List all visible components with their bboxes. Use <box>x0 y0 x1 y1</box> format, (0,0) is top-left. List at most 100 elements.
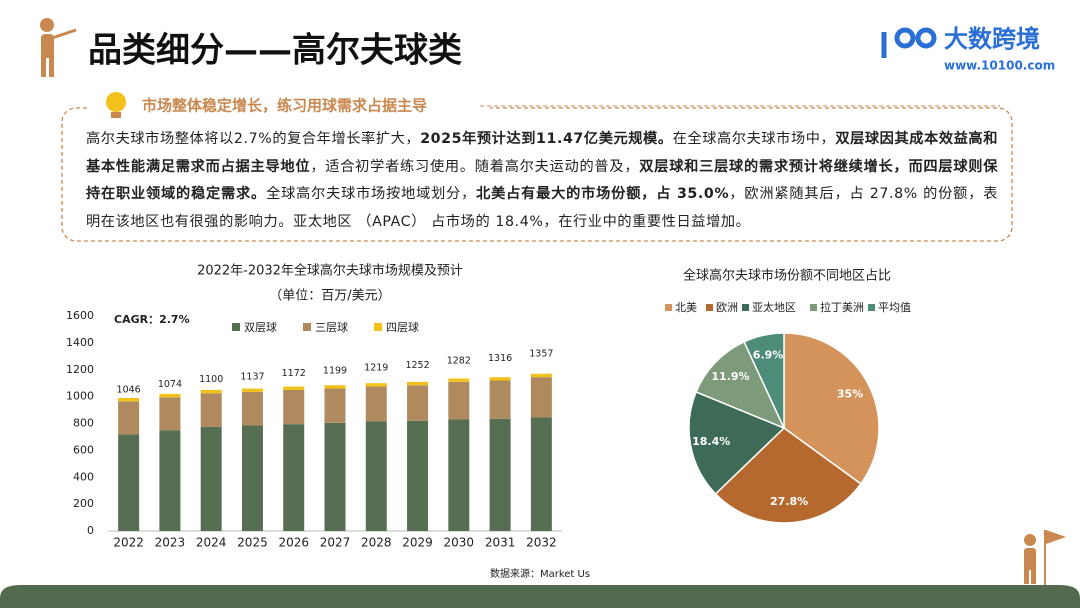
legend-swatch <box>374 323 382 331</box>
bar-segment <box>159 397 181 431</box>
x-tick-label: 2032 <box>526 536 557 550</box>
bar-segment <box>448 381 470 420</box>
bar-segment <box>118 434 140 531</box>
y-tick-label: 1600 <box>66 309 94 322</box>
slice-label: 6.9% <box>753 349 784 362</box>
legend-label: 北美 <box>675 301 697 314</box>
x-tick-label: 2030 <box>444 536 475 550</box>
paragraph-run: 双层球因其成本效益高和基本性能满足需求而占据主导地位 <box>86 131 998 175</box>
bar-segment <box>407 381 429 386</box>
chart-title: 2022年-2032年全球高尔夫球市场规模及预计 <box>197 263 463 279</box>
legend-swatch <box>868 304 875 311</box>
total-label: 1137 <box>240 371 264 382</box>
bar-segment <box>283 424 305 531</box>
legend-label: 双层球 <box>244 320 277 334</box>
heading-bg <box>90 96 490 118</box>
bar-segment <box>448 419 470 531</box>
legend-swatch <box>665 304 672 311</box>
pie-slice <box>743 332 785 429</box>
total-label: 1046 <box>117 384 141 395</box>
bar-segment <box>118 401 140 435</box>
bar-segment <box>407 420 429 531</box>
text-box <box>61 107 1013 242</box>
bar-segment <box>489 418 511 531</box>
total-label: 1357 <box>529 348 553 359</box>
pie-slice <box>783 332 880 485</box>
bar-segment <box>200 389 222 394</box>
slice-label: 11.9% <box>711 370 749 383</box>
legend-label: 三层球 <box>315 320 348 334</box>
bar-segment <box>448 378 470 382</box>
paragraph-run: 北美占有最大的市场份额，占 35.0% <box>476 186 730 202</box>
bar-segment <box>241 425 263 531</box>
x-tick-label: 2031 <box>485 536 516 550</box>
paragraph-run: 全球高尔夫球市场按地域划分， <box>266 186 477 202</box>
annotation: CAGR：2.7% <box>114 313 190 326</box>
legend-label: 欧洲 <box>716 301 738 314</box>
pie-slice <box>695 340 786 430</box>
x-tick-label: 2022 <box>113 536 144 550</box>
bar-segment <box>530 373 552 378</box>
y-tick-label: 800 <box>73 417 94 430</box>
bar-segment <box>530 417 552 531</box>
total-label: 1219 <box>364 362 388 373</box>
x-tick-label: 2028 <box>361 536 392 550</box>
paragraph-run: ，适合初学者练习使用。随着高尔夫运动的普及， <box>310 158 640 175</box>
paragraph-run: 2025年预计达到11.47亿美元规模。 <box>420 131 673 147</box>
total-label: 1074 <box>158 379 182 390</box>
logo-url: www.10100.com <box>944 59 1055 73</box>
legend-label: 平均值 <box>878 301 911 314</box>
bar-segment <box>283 389 305 425</box>
y-tick-label: 200 <box>73 497 94 510</box>
bar-segment <box>324 388 346 423</box>
legend-label: 拉丁美洲 <box>820 300 864 314</box>
bulb-base <box>111 112 121 118</box>
x-tick-label: 2024 <box>196 536 227 550</box>
bar-segment <box>365 383 387 387</box>
y-tick-label: 0 <box>87 524 94 537</box>
bar-segment <box>283 386 305 390</box>
bar-segment <box>200 426 222 531</box>
page-title: 品类细分——高尔夫球类 <box>88 31 462 71</box>
paragraph: 高尔夫球市场整体将以2.7%的复合年增长率扩大，2025年预计达到11.47亿美… <box>86 126 998 236</box>
legend-label: 亚太地区 <box>752 301 796 314</box>
pie-slice <box>688 390 786 495</box>
footer-band <box>0 585 1080 608</box>
x-tick-label: 2026 <box>278 536 309 550</box>
bar-segment <box>324 385 346 389</box>
y-tick-label: 1400 <box>66 336 94 349</box>
legend-swatch <box>303 323 311 331</box>
bar-segment <box>407 385 429 421</box>
bar-segment <box>489 380 511 419</box>
golfer-icon <box>40 18 77 77</box>
bulb-icon <box>106 92 126 112</box>
bar-segment <box>159 393 181 398</box>
x-tick-label: 2025 <box>237 536 268 550</box>
paragraph-run: 高尔夫球市场整体将以2.7%的复合年增长率扩大， <box>86 131 421 147</box>
x-tick-label: 2027 <box>320 536 351 550</box>
flag-icon <box>1024 530 1066 585</box>
x-tick-label: 2029 <box>402 536 433 550</box>
legend-swatch <box>232 323 240 331</box>
bar-segment <box>365 386 387 422</box>
bar-segment <box>200 393 222 427</box>
total-label: 1199 <box>323 366 347 377</box>
bar-segment <box>241 391 263 426</box>
slice-label: 18.4% <box>692 435 730 448</box>
bar-segment <box>241 388 263 392</box>
section-heading: 市场整体稳定增长，练习用球需求占据主导 <box>142 97 427 115</box>
chart-title: 全球高尔夫球市场份额不同地区占比 <box>683 268 891 284</box>
slice-label: 27.8% <box>770 495 808 508</box>
logo-mark <box>881 27 937 58</box>
y-tick-label: 1200 <box>66 363 94 376</box>
y-tick-label: 600 <box>73 443 94 456</box>
legend-swatch <box>706 304 713 311</box>
bar-segment <box>530 377 552 418</box>
paragraph-run: 在全球高尔夫球市场中， <box>672 131 836 147</box>
legend-swatch <box>810 304 817 311</box>
total-label: 1316 <box>488 353 512 364</box>
x-tick-label: 2023 <box>155 536 186 550</box>
total-label: 1172 <box>282 368 306 379</box>
